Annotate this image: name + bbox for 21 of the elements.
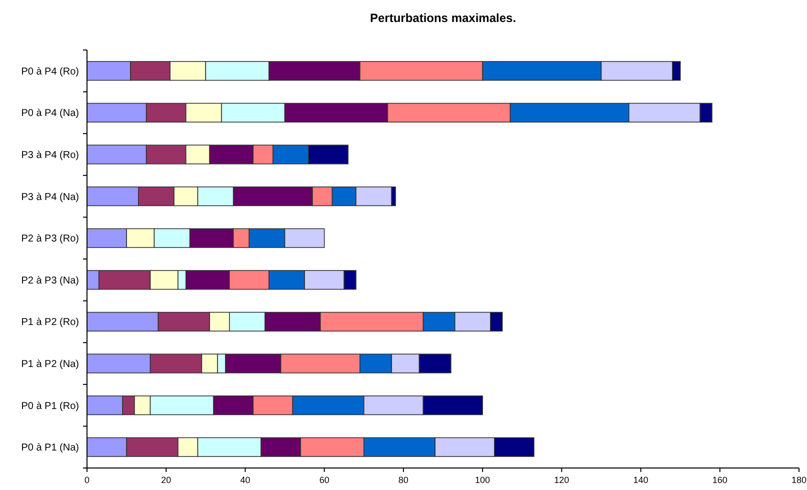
x-tick-label: 180 xyxy=(791,475,807,485)
y-tick-label: P2 à P3 (Ro) xyxy=(21,234,79,245)
x-tick-label: 140 xyxy=(633,475,648,485)
y-tick-label: P1 à P2 (Ro) xyxy=(21,317,79,328)
y-tick-label: P0 à P4 (Na) xyxy=(21,108,79,120)
y-tick-label: P0 à P1 (Na) xyxy=(21,442,79,454)
x-tick-label: 80 xyxy=(398,475,408,485)
x-tick-label: 0 xyxy=(84,475,90,485)
y-tick-label: P0 à P4 (Ro) xyxy=(21,66,79,78)
x-tick-label: 120 xyxy=(554,475,570,485)
x-tick-label: 40 xyxy=(240,475,250,485)
x-tick-label: 100 xyxy=(475,475,490,485)
y-tick-label: P0 à P1 (Ro) xyxy=(21,400,79,412)
chart-title: Perturbations maximales. xyxy=(370,11,516,25)
y-tick-label: P1 à P2 (Na) xyxy=(21,359,79,370)
x-tick-label: 20 xyxy=(161,475,172,485)
x-tick-label: 60 xyxy=(319,475,330,485)
y-tick-label: P3 à P4 (Ro) xyxy=(21,150,79,161)
x-tick-label: 160 xyxy=(712,475,728,485)
y-tick-label: P2 à P3 (Na) xyxy=(21,275,79,286)
y-tick-label: P3 à P4 (Na) xyxy=(21,192,79,203)
